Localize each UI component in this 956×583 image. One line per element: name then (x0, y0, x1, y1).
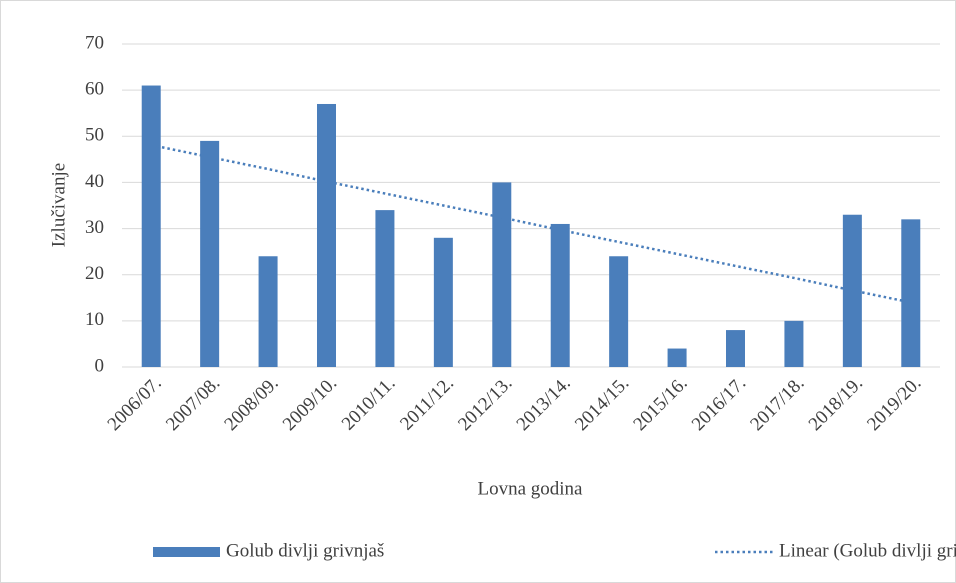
y-tick-label: 40 (85, 171, 104, 192)
bar (901, 219, 921, 367)
bar (141, 85, 161, 368)
legend-label: Linear (Golub divlji grivnjaš) (779, 540, 956, 561)
bar (609, 256, 629, 367)
y-tick-label: 70 (85, 32, 104, 53)
bar (492, 182, 512, 367)
y-tick-label: 0 (95, 355, 105, 376)
legend-swatch (153, 547, 220, 557)
y-axis-title: Izlučivanje (48, 163, 69, 247)
y-tick-label: 10 (85, 309, 104, 330)
bar (375, 210, 395, 367)
bar (317, 103, 336, 367)
y-tick-label: 30 (85, 217, 104, 238)
y-tick-label: 50 (85, 125, 104, 146)
legend-label: Golub divlji grivnjaš (226, 540, 384, 561)
y-tick-label: 20 (85, 263, 104, 284)
bar (258, 256, 278, 367)
y-tick-label: 60 (85, 79, 104, 100)
x-axis-title: Lovna godina (477, 478, 583, 499)
bar (784, 320, 804, 367)
bar (550, 223, 570, 367)
bar (667, 348, 687, 367)
bar (200, 140, 220, 367)
bar (433, 237, 453, 367)
bar (726, 330, 745, 367)
